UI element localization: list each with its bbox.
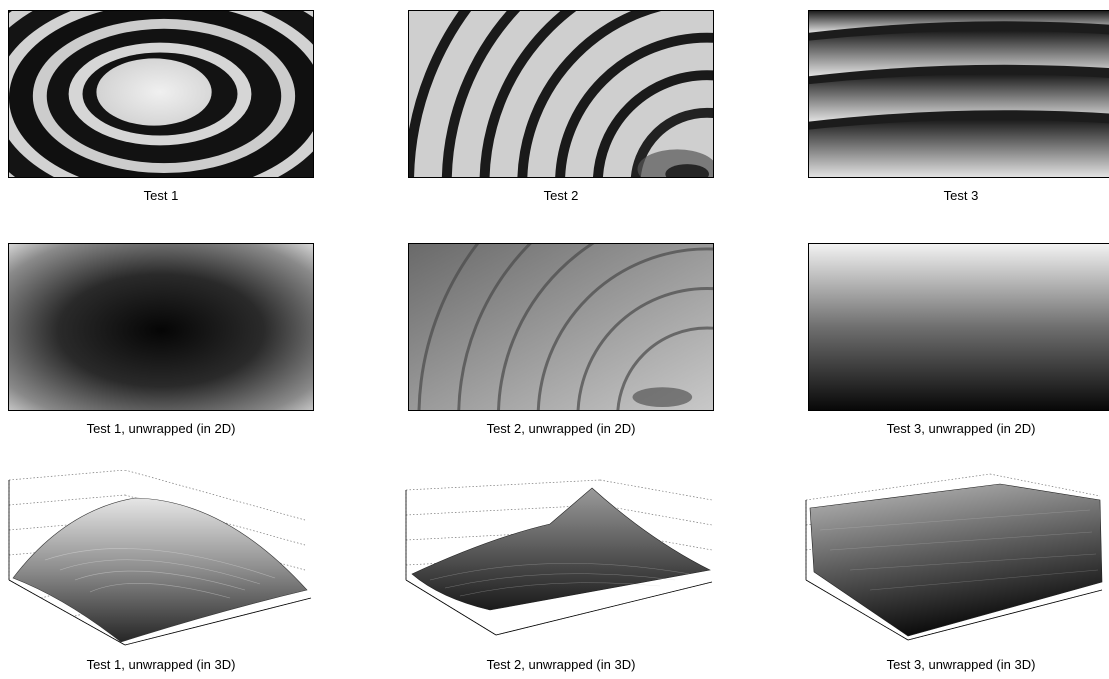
image-test3-wrapped [808, 10, 1109, 178]
image-test2-unwrapped-2d [408, 243, 714, 411]
image-test1-wrapped [8, 10, 314, 178]
caption-test3-3d: Test 3, unwrapped (in 3D) [886, 657, 1036, 672]
surface-test1-3d [5, 470, 317, 650]
image-test3-unwrapped-2d [808, 243, 1109, 411]
caption-test2-3d: Test 2, unwrapped (in 3D) [486, 657, 636, 672]
image-test1-unwrapped-2d [8, 243, 314, 411]
caption-test2: Test 2 [543, 188, 579, 203]
surface-test2-3d [400, 470, 718, 650]
caption-test2-2d: Test 2, unwrapped (in 2D) [486, 421, 636, 436]
caption-test1-2d: Test 1, unwrapped (in 2D) [86, 421, 236, 436]
caption-test1-3d: Test 1, unwrapped (in 3D) [86, 657, 236, 672]
caption-test1: Test 1 [143, 188, 179, 203]
caption-test3: Test 3 [943, 188, 979, 203]
surface-test3-3d [800, 470, 1106, 650]
caption-test3-2d: Test 3, unwrapped (in 2D) [886, 421, 1036, 436]
image-test2-wrapped [408, 10, 714, 178]
